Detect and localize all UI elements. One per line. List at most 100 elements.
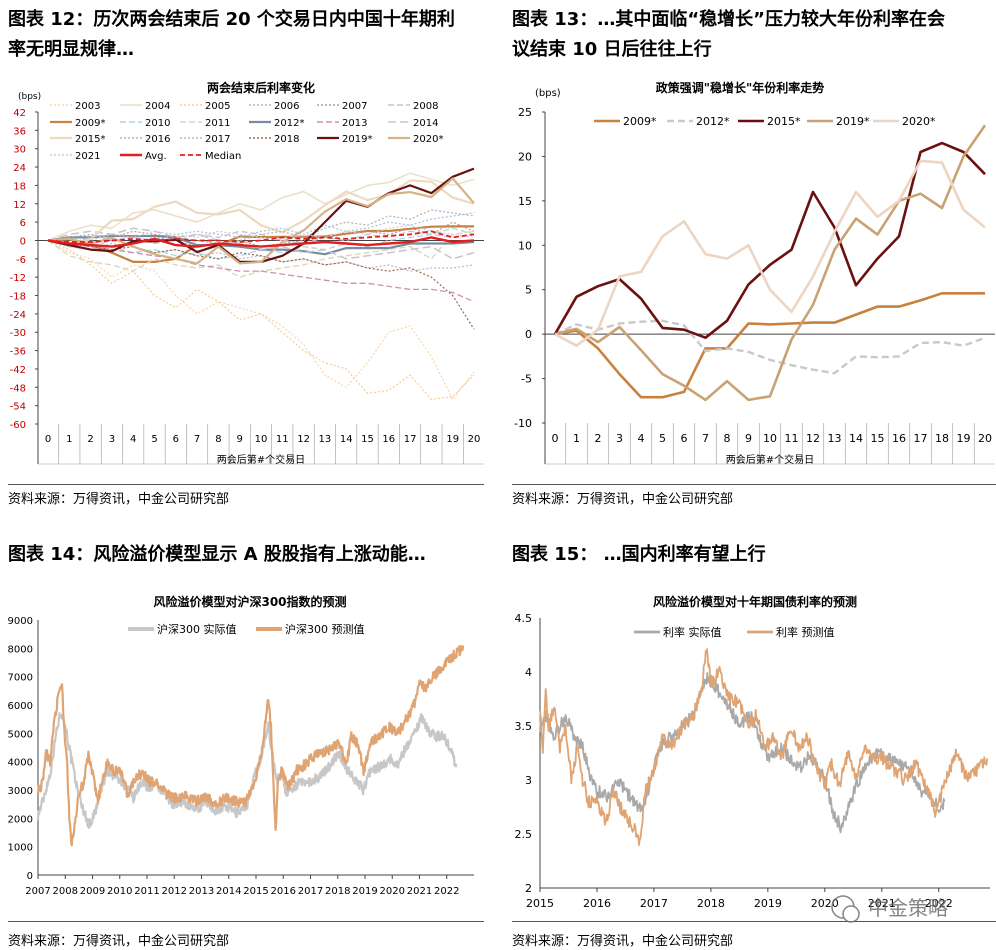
chart-13-y-tick-label: 10 [518,239,532,252]
chart-12-x-tick-label: 16 [382,434,395,445]
chart-12-series-2018 [47,239,475,330]
chart-14-x-tick-label: 2021 [407,886,432,897]
chart-12-x-tick-label: 15 [361,434,374,445]
watermark-text: 中金策略 [868,896,948,920]
figure-12-source: 资料来源：万得资讯，中金公司研究部 [8,492,230,507]
chart-12-y-tick-label: 30 [13,145,26,156]
chart-12-x-tick-label: 0 [45,434,51,445]
chart-13-series-2012* [554,319,986,375]
chart-12-y-tick-label: 36 [13,126,26,137]
chart-13-x-tick-label: 0 [552,432,559,445]
chart-14-x-tick-label: 2013 [189,886,214,897]
chart-13-x-tick-label: 11 [785,432,799,445]
chart-13-title: 政策强调"稳增长"年份利率走势 [656,80,825,95]
chart-15-x-tick-label: 2016 [583,897,611,910]
chart-13-unit-label: (bps) [535,88,561,99]
chart-15-x-tick-label: 2018 [697,897,725,910]
chart-14-x-tick-label: 2016 [271,886,296,897]
chart-12-legend-label: 2015* [75,134,105,145]
chart-15-x-tick-label: 2015 [526,897,554,910]
chart-12-y-tick-label: 12 [13,200,26,211]
chart-13-x-tick-label: 3 [616,432,623,445]
chart-12-x-tick-label: 13 [319,434,332,445]
chart-14-title: 风险溢价模型对沪深300指数的预测 [153,594,346,609]
chart-14-x-tick-label: 2012 [162,886,187,897]
figure-15-divider [512,921,996,922]
figure-13-title: 图表 13：…其中面临“稳增长”压力较大年份利率在会 议结束 10 日后往往上行 [512,5,996,65]
chart-14-y-tick-label: 9000 [8,616,33,627]
chart-14-y-tick-label: 3000 [8,786,33,797]
chart-15-series-1 [539,648,989,846]
chart-13-series-2015* [553,141,986,340]
chart-12-legend-label: 2012* [274,118,304,129]
chart-15-legend-label: 利率 实际值 [663,625,722,639]
chart-14-y-tick-label: 7000 [8,673,33,684]
chart-13-y-tick-label: 5 [525,284,532,297]
chart-15: 风险溢价模型对十年期国债利率的预测 4.5 4 3.5 3 2.5 2 2015 2016 201… [515,594,990,923]
chart-14-y-tick-label: 0 [27,871,33,882]
chart-13-x-tick-label: 15 [871,432,885,445]
chart-12-title: 两会结束后利率变化 [207,80,315,95]
chart-12-series-2011 [47,230,475,278]
figure-13-divider [512,484,996,485]
chart-13-y-tick-label: -5 [521,373,532,386]
chart-13-x-tick-label: 2 [595,432,602,445]
chart-15-x-tick-label: 2021 [868,897,896,910]
figure-12-title: 图表 12：历次两会结束后 20 个交易日内中国十年期利 率无明显规律… [8,5,488,65]
chart-12-series-2005 [47,239,475,401]
chart-13-x-tick-label: 8 [724,432,731,445]
chart-13-legend-label: 2015* [767,115,801,128]
chart-12-x-label: 两会后第#个交易日 [217,453,305,466]
chart-12-legend-label: 2003 [75,101,100,112]
chart-12-y-tick-label: -48 [10,383,26,394]
chart-14-y-tick-label: 1000 [8,843,33,854]
chart-12-y-tick-label: -30 [10,328,26,339]
chart-13-x-tick-label: 12 [806,432,820,445]
chart-12-series-2014 [47,227,475,260]
chart-12-legend-label: 2021 [75,151,100,162]
chart-14-x-tick-label: 2017 [298,886,323,897]
wechat-icon-bubble [842,905,860,923]
chart-12-x-tick-label: 2 [87,434,93,445]
chart-12-y-tick-label: -54 [10,402,26,413]
chart-13-series-2020* [554,159,986,348]
chart-12-legend-label: 2005 [205,101,230,112]
chart-12-legend-label: 2019* [342,134,372,145]
chart-13-legend-label: 2009* [623,115,657,128]
chart-12-series-Median [47,230,475,243]
chart-12-y-tick-label: 6 [20,218,26,229]
chart-12-legend-label: 2017 [205,134,230,145]
chart-12-y-tick-label: 24 [13,163,26,174]
chart-14-legend-label: 沪深300 实际值 [157,622,237,636]
chart-15-y-tick-label: 3 [525,774,532,787]
chart-13-x-tick-label: 1 [573,432,580,445]
chart-14: 风险溢价模型对沪深300指数的预测 9000 8000 7000 6000 5000 400… [8,594,474,897]
chart-12-legend-label: 2018 [274,134,299,145]
figure-14-divider [8,921,484,922]
chart-12-series-Avg. [47,236,475,248]
chart-15-y-tick-label: 3.5 [515,720,533,733]
chart-12-x-tick-label: 19 [446,434,459,445]
chart-14-y-tick-label: 5000 [8,729,33,740]
chart-14-series-1 [36,644,465,847]
chart-12-x-tick-label: 17 [404,434,417,445]
chart-12-y-tick-label: 18 [13,181,26,192]
chart-12-x-tick-label: 1 [66,434,72,445]
chart-14-x-tick-label: 2015 [243,886,268,897]
chart-13-x-tick-label: 4 [638,432,645,445]
chart-14-y-tick-label: 4000 [8,758,33,769]
chart-13-x-tick-label: 14 [849,432,863,445]
chart-13-x-tick-label: 20 [978,432,992,445]
chart-13-x-tick-label: 10 [763,432,777,445]
chart-12-y-tick-label: -24 [10,310,26,321]
chart-14-y-tick-label: 6000 [8,701,33,712]
chart-12-x-tick-label: 18 [425,434,438,445]
chart-12-y-tick-label: 42 [13,108,26,119]
chart-14-y-tick-label: 8000 [8,644,33,655]
figure-12-divider [8,484,484,485]
chart-15-x-tick-label: 2022 [925,897,953,910]
chart-12-x-tick-label: 3 [109,434,115,445]
chart-12-y-tick-label: -12 [10,273,26,284]
chart-13-x-tick-label: 6 [681,432,688,445]
